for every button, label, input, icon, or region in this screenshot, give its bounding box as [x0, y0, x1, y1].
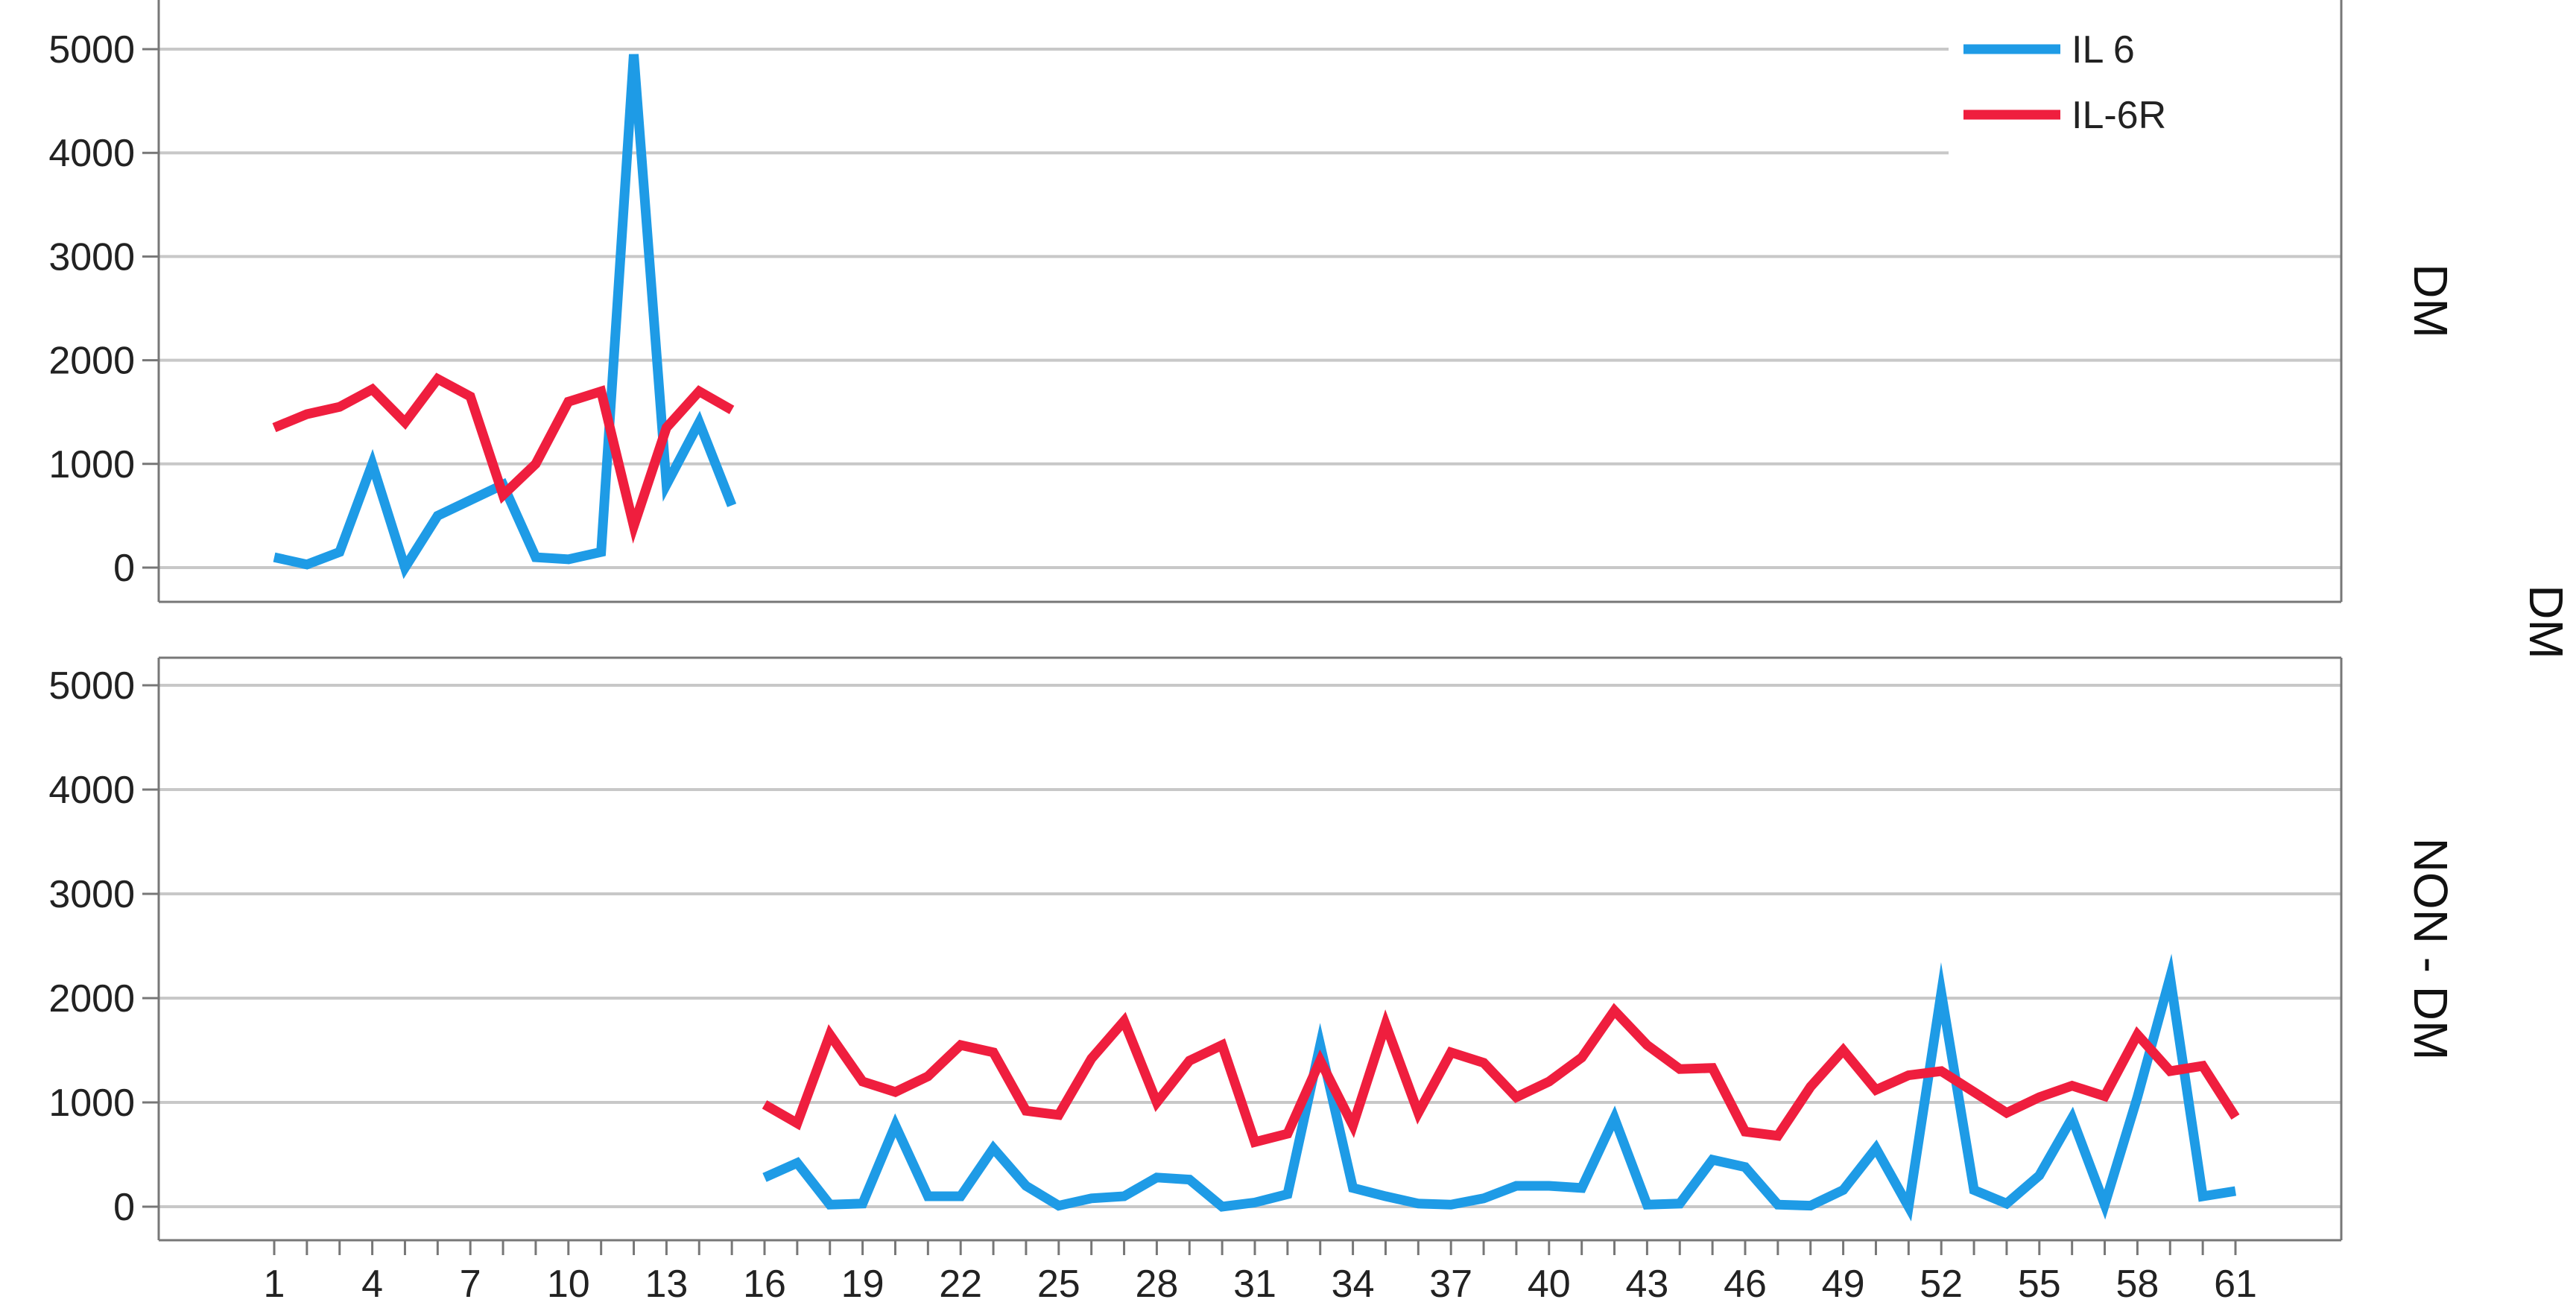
y-tick-label: 2000: [48, 977, 135, 1020]
x-tick-label: 43: [1625, 1263, 1668, 1306]
axis-layer: 0 1000 2000 3000 4000 5000 0 1000 2000 3000 4000 50…: [48, 0, 2343, 1306]
y-tick-label: 1000: [48, 443, 135, 486]
x-tick-label: 49: [1822, 1263, 1865, 1306]
x-tick-label: 22: [939, 1263, 982, 1306]
x-tick-label: 4: [361, 1263, 383, 1306]
series-line-il-6r: [272, 372, 735, 544]
facet-labels: DM NON - DM DM: [2404, 264, 2573, 1060]
y-tick-label: 3000: [48, 873, 135, 916]
outer-facet-label: DM: [2519, 585, 2573, 659]
y-tick-label: 0: [113, 547, 135, 590]
y-tick-label: 4000: [48, 132, 135, 175]
series-line-il-6r: [762, 1003, 2240, 1148]
x-tick-label: 19: [841, 1263, 884, 1306]
legend-label: IL-6R: [2072, 94, 2166, 137]
x-tick-label: 61: [2214, 1263, 2257, 1306]
series-layer: [272, 54, 2240, 1222]
x-tick-label: 13: [645, 1263, 688, 1306]
facet-label: DM: [2404, 264, 2458, 338]
y-tick-label: 2000: [48, 340, 135, 383]
x-tick-label: 46: [1724, 1263, 1767, 1306]
y-tick-label: 5000: [48, 664, 135, 708]
x-tick-label: 16: [743, 1263, 786, 1306]
x-tick-label: 58: [2115, 1263, 2159, 1306]
y-tick-label: 5000: [48, 28, 135, 72]
x-tick-label: 28: [1135, 1263, 1178, 1306]
y-tick-label: 0: [113, 1186, 135, 1229]
legend-label: IL 6: [2072, 28, 2135, 72]
facet-label: NON - DM: [2404, 838, 2458, 1061]
y-tick-label: 1000: [48, 1082, 135, 1125]
x-tick-label: 7: [460, 1263, 481, 1306]
y-tick-label: 3000: [48, 235, 135, 279]
x-tick-label: 34: [1332, 1263, 1375, 1306]
series-line-il-6: [762, 953, 2237, 1222]
x-tick-label: 52: [1920, 1263, 1963, 1306]
x-tick-label: 25: [1037, 1263, 1080, 1306]
grid-layer: [159, 48, 2341, 1208]
y-tick-label: 4000: [48, 769, 135, 812]
x-tick-label: 1: [264, 1263, 285, 1306]
x-tick-label: 37: [1429, 1263, 1472, 1306]
x-tick-label: 10: [547, 1263, 590, 1306]
x-tick-label: 55: [2018, 1263, 2061, 1306]
x-tick-label: 31: [1233, 1263, 1276, 1306]
x-tick-label: 40: [1528, 1263, 1571, 1306]
legend: IL 6 IL-6R: [1963, 28, 2166, 137]
